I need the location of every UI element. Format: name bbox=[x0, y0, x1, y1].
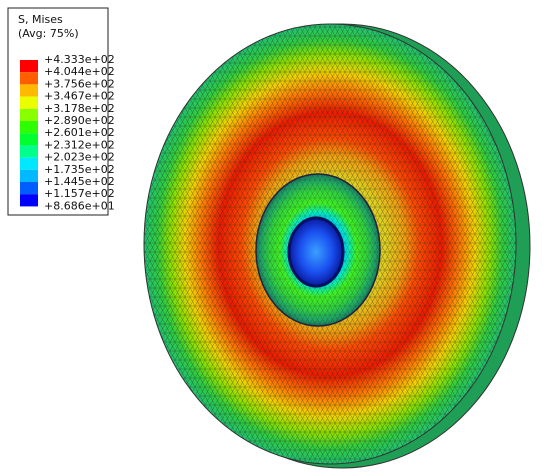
legend-label: +3.178e+02 bbox=[44, 102, 115, 115]
disk-model bbox=[143, 23, 531, 469]
legend-label: +4.333e+02 bbox=[44, 53, 115, 66]
legend-label: +3.467e+02 bbox=[44, 90, 115, 103]
legend-title: S, Mises bbox=[18, 13, 63, 26]
legend-label: +1.735e+02 bbox=[44, 163, 115, 176]
legend-swatch bbox=[20, 84, 38, 97]
legend-label: +2.023e+02 bbox=[44, 151, 115, 164]
legend-label: +3.756e+02 bbox=[44, 77, 115, 90]
legend-swatch bbox=[20, 145, 38, 158]
legend-swatch bbox=[20, 96, 38, 109]
legend-label: +1.445e+02 bbox=[44, 175, 115, 188]
legend-label: +2.312e+02 bbox=[44, 138, 115, 151]
legend: S, Mises (Avg: 75%) +4.333e+02+4.044e+02… bbox=[7, 7, 115, 216]
legend-label: +8.686e+01 bbox=[44, 199, 115, 212]
legend-label: +2.890e+02 bbox=[44, 114, 115, 127]
legend-swatch bbox=[20, 169, 38, 182]
legend-swatch bbox=[20, 194, 38, 207]
legend-subtitle: (Avg: 75%) bbox=[18, 27, 79, 40]
legend-swatch bbox=[20, 182, 38, 195]
legend-label: +2.601e+02 bbox=[44, 126, 115, 139]
legend-swatch bbox=[20, 60, 38, 73]
legend-swatch bbox=[20, 133, 38, 146]
legend-label: +1.157e+02 bbox=[44, 187, 115, 200]
bore bbox=[287, 216, 345, 288]
legend-swatch bbox=[20, 121, 38, 134]
legend-label: +4.044e+02 bbox=[44, 65, 115, 78]
legend-swatch bbox=[20, 157, 38, 170]
legend-swatch bbox=[20, 108, 38, 121]
legend-swatch bbox=[20, 72, 38, 85]
